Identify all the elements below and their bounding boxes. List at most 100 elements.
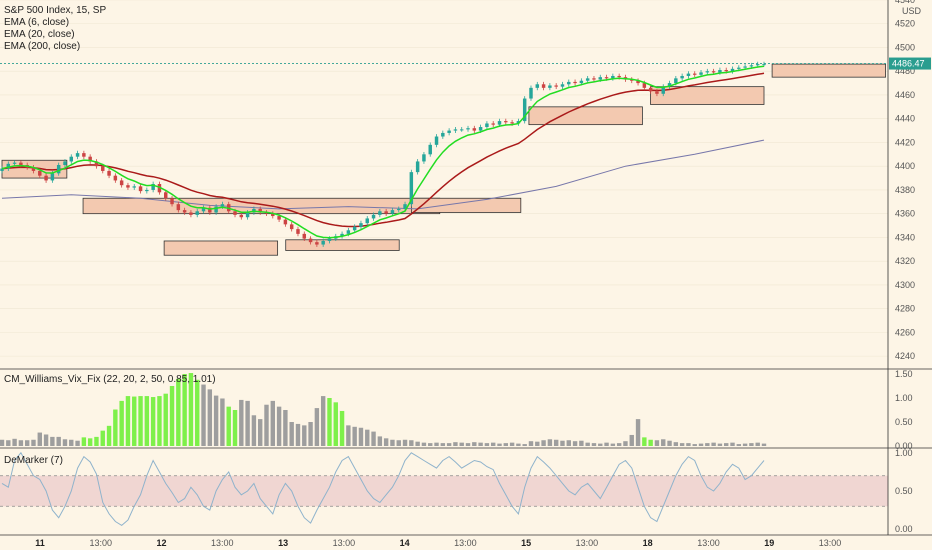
vix-fix-bar bbox=[465, 443, 471, 446]
vix-fix-bar bbox=[43, 434, 49, 446]
x-tick-label: 14 bbox=[400, 538, 410, 548]
candle-body bbox=[434, 136, 439, 145]
price-tick-label: 4480 bbox=[895, 66, 915, 76]
price-panel bbox=[0, 0, 888, 357]
candle-body bbox=[522, 98, 527, 122]
vix-fix-bar bbox=[591, 443, 597, 446]
vix-fix-bar bbox=[188, 373, 194, 446]
demarker-legend[interactable]: DeMarker (7) bbox=[4, 455, 63, 466]
candle-body bbox=[31, 167, 36, 171]
vix-fix-bar bbox=[339, 410, 345, 446]
candle-body bbox=[554, 85, 558, 87]
candle-body bbox=[510, 122, 514, 124]
candle-body bbox=[88, 156, 92, 162]
price-zone-box bbox=[528, 106, 643, 126]
vix-legend[interactable]: CM_Williams_Vix_Fix (22, 20, 2, 50, 0.85… bbox=[4, 374, 216, 385]
vix-fix-bar bbox=[87, 438, 93, 446]
price-tick-label: 4500 bbox=[895, 42, 915, 52]
candle-body bbox=[352, 226, 357, 231]
price-zone-box bbox=[163, 240, 279, 256]
vix-fix-bar bbox=[289, 422, 294, 446]
main-series-title[interactable]: S&P 500 Index, 15, SP bbox=[4, 5, 107, 16]
vix-fix-bar bbox=[730, 442, 735, 446]
candle-body bbox=[371, 214, 376, 219]
vix-fix-bar bbox=[679, 443, 685, 446]
candle-body bbox=[415, 161, 420, 173]
price-tick-label: 4440 bbox=[895, 114, 915, 124]
candle-body bbox=[472, 128, 477, 131]
vix-fix-bar bbox=[69, 439, 74, 446]
time-x-axis[interactable]: 11 13:00 12 13:00 13 13:00 14 13:00 15 13:00 18 13:… bbox=[35, 538, 841, 548]
candle-body bbox=[422, 154, 426, 162]
vix-fix-bar bbox=[446, 443, 452, 446]
vix-tick-label: 0.50 bbox=[895, 417, 913, 427]
candle-body bbox=[478, 127, 483, 131]
vix-fix-bar bbox=[478, 442, 483, 446]
candle-body bbox=[220, 204, 225, 207]
candle-body bbox=[749, 65, 754, 67]
candle-body bbox=[44, 175, 48, 181]
vix-fix-bar bbox=[245, 400, 250, 446]
vix-fix-bar bbox=[503, 443, 509, 446]
candle-body bbox=[126, 185, 130, 188]
candle-body bbox=[302, 233, 307, 239]
candle-body bbox=[724, 70, 728, 72]
candle-body bbox=[642, 83, 647, 88]
vix-fix-bar bbox=[484, 443, 490, 446]
vix-fix-bar bbox=[251, 415, 257, 446]
ema20-legend[interactable]: EMA (20, close) bbox=[4, 29, 75, 40]
price-tick-label: 4380 bbox=[895, 185, 915, 195]
x-tick-label: 13:00 bbox=[211, 538, 234, 548]
candle-body bbox=[176, 204, 181, 211]
candle-body bbox=[12, 162, 17, 164]
demarker-tick-label: 0.50 bbox=[895, 486, 913, 496]
vix-fix-bar bbox=[264, 404, 269, 446]
candle-body bbox=[718, 70, 722, 73]
x-tick-label: 13:00 bbox=[819, 538, 842, 548]
candle-body bbox=[516, 121, 521, 124]
vix-fix-bar bbox=[572, 441, 578, 446]
x-tick-label: 18 bbox=[643, 538, 653, 548]
vix-fix-bar bbox=[566, 440, 571, 446]
candle-body bbox=[283, 219, 288, 225]
vix-fix-bar bbox=[440, 443, 446, 446]
vix-fix-bar bbox=[333, 402, 338, 446]
price-tick-label: 4340 bbox=[895, 232, 915, 242]
ema200-legend[interactable]: EMA (200, close) bbox=[4, 41, 81, 52]
candle-body bbox=[69, 156, 74, 162]
vix-fix-bar bbox=[6, 440, 11, 446]
price-y-axis[interactable]: 4240 4260 4280 4300 4320 4340 4360 4380 4400 4420… bbox=[895, 0, 915, 361]
candle-body bbox=[648, 87, 653, 92]
candle-body bbox=[195, 211, 199, 215]
candle-body bbox=[359, 223, 363, 227]
candle-body bbox=[617, 75, 621, 78]
candle-body bbox=[497, 121, 502, 125]
vix-fix-bar bbox=[667, 440, 672, 446]
candle-body bbox=[485, 123, 489, 128]
vix-fix-bar bbox=[654, 440, 660, 446]
vix-fix-bar bbox=[742, 443, 748, 446]
candle-body bbox=[529, 87, 533, 99]
candle-body bbox=[661, 86, 665, 94]
vix-fix-bar bbox=[390, 439, 395, 446]
support-resistance-zones bbox=[1, 63, 886, 256]
demarker-band bbox=[0, 475, 888, 507]
vix-fix-bar bbox=[283, 410, 288, 446]
price-zone-box bbox=[650, 86, 765, 105]
candle-body bbox=[245, 212, 250, 218]
candle-body bbox=[699, 72, 703, 75]
vix-fix-bar bbox=[755, 442, 760, 446]
price-zone-box bbox=[771, 63, 886, 78]
candle-body bbox=[113, 175, 118, 181]
vix-fix-bar bbox=[302, 425, 307, 446]
candle-body bbox=[258, 208, 262, 213]
candle-body bbox=[315, 242, 319, 245]
vix-fix-bar bbox=[610, 443, 616, 446]
vix-fix-bar bbox=[62, 439, 68, 446]
ema6-legend[interactable]: EMA (6, close) bbox=[4, 17, 70, 28]
vix-fix-bar bbox=[144, 396, 150, 446]
last-price-label-bg bbox=[889, 57, 931, 70]
ema6-line bbox=[1, 65, 765, 239]
vix-fix-bar bbox=[320, 396, 326, 446]
